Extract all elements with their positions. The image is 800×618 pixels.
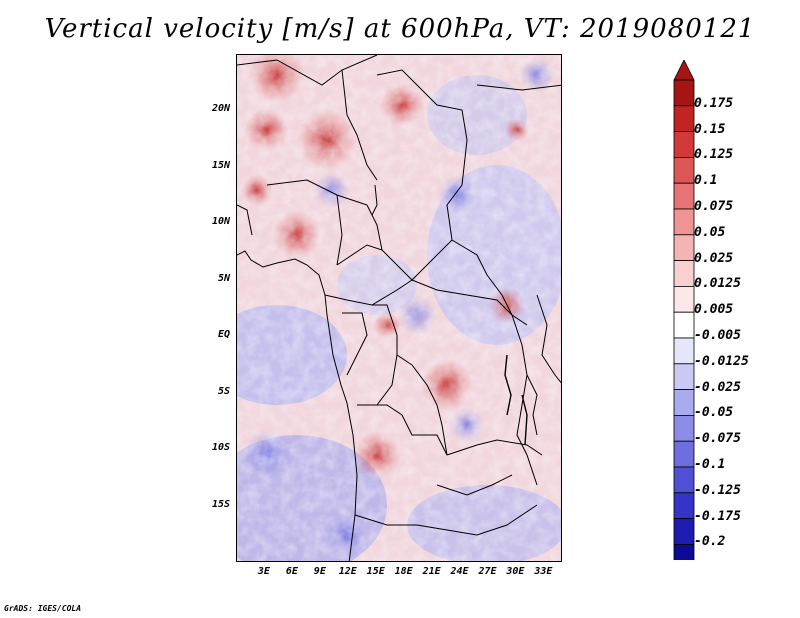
colorbar-swatch: [673, 492, 695, 519]
colorbar-tick-label: -0.2: [694, 534, 726, 550]
lon-tick-label: 27E: [478, 566, 497, 577]
lat-tick-label: 5S: [217, 385, 230, 397]
colorbar-swatch: [673, 518, 695, 545]
map-canvas: [237, 55, 561, 561]
colorbar: [673, 60, 695, 560]
colorbar-swatch: [673, 337, 695, 365]
colorbar-swatch: [673, 311, 695, 339]
colorbar-tick-label: -0.025: [694, 379, 741, 395]
colorbar-swatch: [673, 363, 695, 390]
colorbar-tick-label: 0.1: [694, 173, 718, 189]
colorbar-swatch: [673, 260, 695, 287]
colorbar-top-arrow: [673, 60, 695, 81]
colorbar-tick-label: -0.05: [694, 405, 734, 421]
lon-tick-label: 15E: [366, 566, 385, 577]
lon-tick-label: 21E: [422, 566, 441, 577]
lon-tick-label: 6E: [285, 566, 298, 577]
colorbar-tick-label: -0.1: [694, 457, 726, 472]
lat-tick-label: EQ: [217, 329, 230, 341]
lon-tick-label: 3E: [257, 566, 270, 577]
colorbar-swatch: [673, 466, 695, 494]
lon-tick-label: 9E: [313, 566, 326, 577]
lon-tick-label: 12E: [338, 566, 357, 577]
grads-credit: GrADS: IGES/COLA: [4, 604, 82, 613]
lat-tick-label: 10S: [211, 442, 230, 454]
colorbar-tick-label: 0.15: [694, 121, 726, 137]
chart-title: Vertical velocity [m/s] at 600hPa, VT: 2…: [44, 14, 756, 44]
colorbar-tick-label: 0.0125: [694, 276, 741, 292]
colorbar-swatch: [673, 157, 695, 184]
lon-tick-label: 33E: [534, 566, 553, 577]
colorbar-swatch: [673, 79, 695, 107]
colorbar-tick-label: 0.175: [694, 95, 734, 111]
colorbar-swatch: [673, 208, 695, 236]
colorbar-swatch: [673, 131, 695, 158]
colorbar-swatch: [673, 285, 695, 313]
colorbar-tick-label: 0.025: [694, 250, 734, 266]
colorbar-tick-label: -0.075: [694, 431, 741, 447]
colorbar-tick-label: 0.05: [694, 224, 726, 240]
lat-tick-label: 10N: [211, 216, 230, 228]
colorbar-tick-label: -0.0125: [694, 353, 749, 369]
colorbar-tick-label: 0.005: [694, 302, 734, 318]
colorbar-swatch: [673, 440, 695, 468]
colorbar-tick-label: 0.125: [694, 147, 734, 163]
colorbar-tick-label: -0.125: [694, 482, 741, 498]
colorbar-tick-label: -0.005: [694, 328, 741, 343]
colorbar-swatch: [673, 389, 695, 416]
lat-tick-label: 5N: [217, 272, 230, 284]
colorbar-swatch: [673, 543, 695, 560]
velocity-map: [236, 54, 562, 562]
colorbar-swatch: [673, 414, 695, 442]
colorbar-swatch: [673, 105, 695, 132]
colorbar-tick-label: -0.175: [694, 508, 741, 524]
colorbar-swatch: [673, 182, 695, 210]
colorbar-swatch: [673, 234, 695, 262]
lat-tick-label: 15N: [211, 159, 230, 171]
country-borders: [237, 55, 561, 561]
lat-tick-label: 20N: [211, 103, 230, 115]
lon-tick-label: 18E: [394, 566, 413, 577]
colorbar-tick-label: 0.075: [694, 199, 734, 214]
lon-tick-label: 30E: [506, 566, 525, 577]
lat-tick-label: 15S: [211, 498, 230, 510]
lon-tick-label: 24E: [450, 566, 469, 577]
